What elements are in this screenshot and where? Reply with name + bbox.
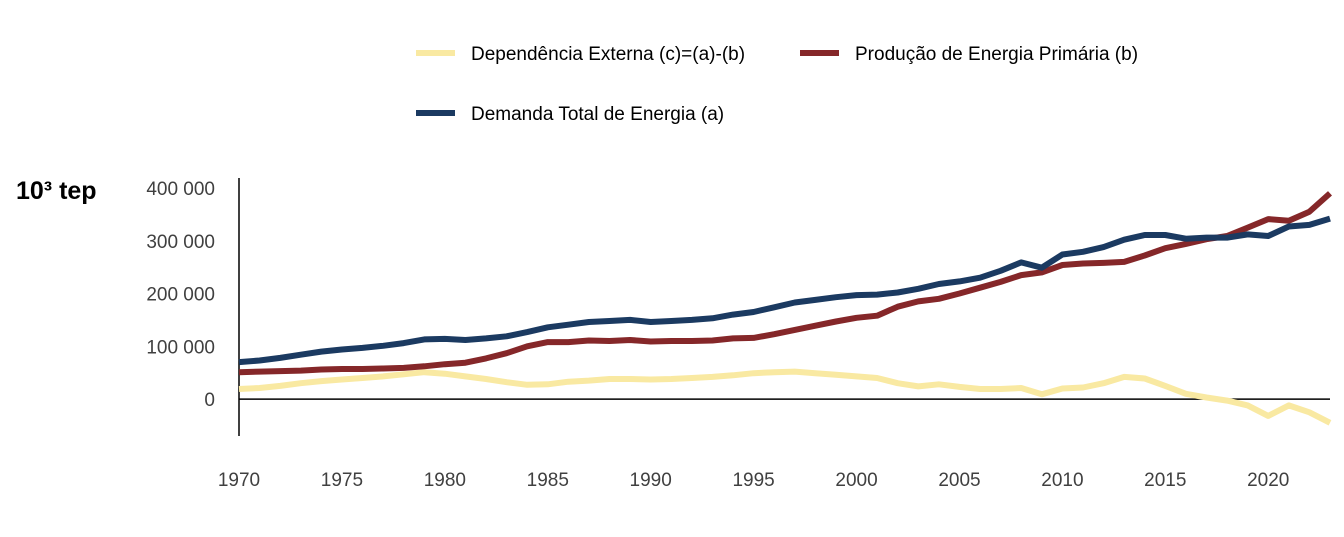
series-lines [238, 191, 1332, 426]
x-tick-label: 1970 [218, 470, 260, 491]
x-tick-label: 1985 [527, 470, 569, 491]
x-tick-label: 1980 [424, 470, 466, 491]
legend: Dependência Externa (c)=(a)-(b) Produção … [416, 44, 1138, 125]
x-tick-label: 2005 [938, 470, 980, 491]
legend-label: Produção de Energia Primária (b) [855, 44, 1138, 65]
series-line-2 [238, 191, 1332, 376]
y-tick-label: 0 [204, 390, 215, 411]
x-tick-label: 1995 [732, 470, 774, 491]
x-tick-label: 2000 [835, 470, 877, 491]
series-line-1 [238, 368, 1332, 426]
y-tick-label: 300 000 [146, 232, 215, 253]
y-tick-label: 200 000 [146, 285, 215, 306]
x-tick-label: 2020 [1247, 470, 1289, 491]
legend-label: Dependência Externa (c)=(a)-(b) [471, 44, 745, 65]
x-tick-label: 1990 [630, 470, 672, 491]
legend-label: Demanda Total de Energia (a) [471, 104, 724, 125]
series-line-3 [238, 215, 1331, 366]
x-tick-label: 2010 [1041, 470, 1083, 491]
axes: 0 100 000 200 000 300 000 400 000 1970 1975 198… [146, 178, 1330, 491]
y-tick-label: 400 000 [146, 179, 215, 200]
x-tick-label: 2015 [1144, 470, 1186, 491]
y-axis-unit-label: 10³ tep [16, 177, 97, 205]
x-tick-label: 1975 [321, 470, 363, 491]
y-tick-label: 100 000 [146, 337, 215, 358]
